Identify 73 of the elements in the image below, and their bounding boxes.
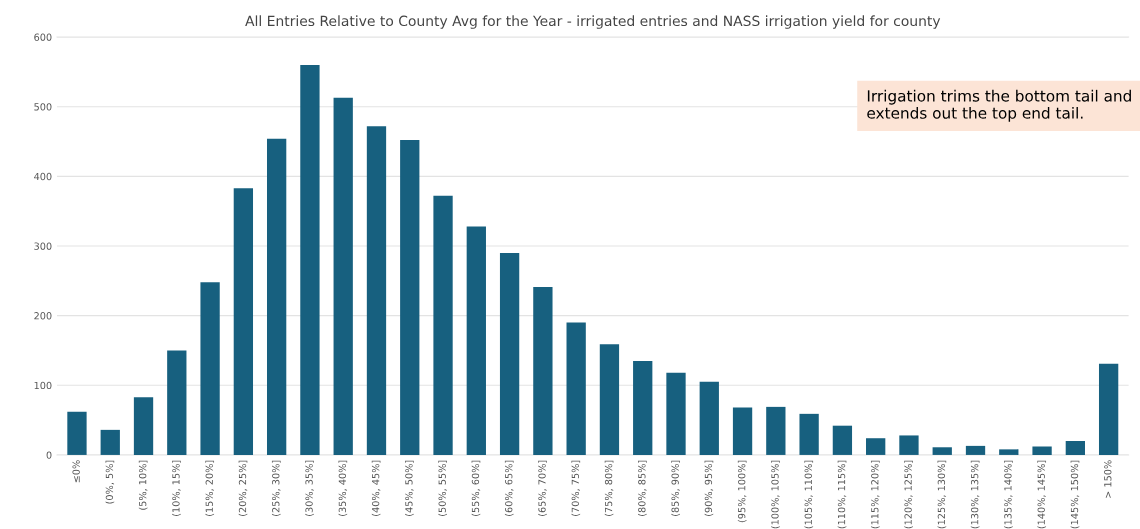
bar [766, 406, 786, 455]
bar [233, 188, 254, 455]
x-tick-label: (20%, 25%] [238, 460, 248, 516]
x-tick-label: (80%, 85%] [638, 460, 647, 516]
x-tick-label: (30%, 35%] [305, 460, 314, 516]
x-tick-label: (60%, 65%] [504, 460, 514, 516]
y-tick-label: 300 [34, 242, 52, 250]
bar [566, 322, 586, 455]
x-tick-label: (100%, 105%] [771, 460, 780, 529]
bar [732, 407, 753, 455]
x-tick-label: (65%, 70%] [538, 460, 547, 516]
x-tick-label: ≤0% [72, 460, 80, 483]
y-tick-label: 0 [46, 451, 52, 459]
bar [1098, 363, 1119, 455]
x-tick-label: (125%, 130%] [937, 460, 947, 529]
x-tick-label: (0%, 5%] [105, 460, 115, 504]
bar [533, 287, 553, 455]
y-tick-label: 200 [34, 312, 52, 320]
bar [599, 344, 620, 455]
x-tick-label: (135%, 140%] [1004, 460, 1013, 529]
bar [932, 447, 952, 455]
bar [866, 438, 886, 455]
bar [266, 138, 287, 455]
bar [699, 381, 719, 455]
x-tick-label: (110%, 115%] [837, 460, 847, 529]
bar [466, 226, 486, 455]
x-tick-label: (105%, 110%] [804, 460, 814, 529]
x-tick-label: (90%, 95%] [704, 460, 714, 516]
bar [67, 411, 87, 455]
bar [433, 195, 453, 455]
bar [799, 413, 819, 455]
x-tick-label: (55%, 60%] [471, 460, 481, 516]
x-tick-label: (10%, 15%] [172, 460, 181, 516]
bar [965, 445, 986, 455]
chart-title: All Entries Relative to County Avg for the Year - irrigated entries and NASS irrigation yield for county [245, 15, 941, 29]
bar [133, 397, 154, 455]
y-tick-label: 100 [34, 381, 52, 390]
bar [200, 282, 220, 455]
y-tick-label: 500 [34, 103, 52, 111]
x-tick-label: (45%, 50%] [405, 460, 414, 516]
x-tick-label: (130%, 135%] [970, 460, 980, 529]
x-tick-label: (5%, 10%] [138, 460, 148, 510]
x-tick-label: (120%, 125%] [904, 460, 913, 529]
bar [1032, 446, 1052, 455]
x-tick-label: (70%, 75%] [571, 460, 581, 516]
bar [666, 372, 686, 455]
bar [400, 140, 420, 455]
x-tick-label: (115%, 120%] [870, 460, 880, 529]
bar [899, 435, 919, 455]
x-tick-label: (140%, 145%] [1037, 460, 1047, 529]
x-tick-label: (85%, 90%] [671, 460, 680, 516]
bar [999, 449, 1019, 455]
bar [300, 64, 320, 455]
bar [333, 97, 353, 455]
x-tick-label: (25%, 30%] [271, 460, 281, 516]
bar [633, 360, 653, 455]
x-tick-label: (75%, 80%] [604, 460, 614, 516]
bar [1065, 441, 1085, 455]
bar [832, 425, 853, 455]
y-tick-label: 400 [34, 172, 52, 181]
x-tick-label: (40%, 45%] [371, 460, 381, 516]
x-tick-label: (145%, 150%] [1070, 460, 1080, 529]
bar [100, 429, 120, 455]
x-tick-label: (35%, 40%] [338, 460, 348, 516]
annotation: Irrigation trims the bottom tail and extends out the top end tail. [867, 89, 1131, 122]
x-tick-label: > 150% [1104, 460, 1112, 498]
x-tick-label: (95%, 100%] [737, 460, 747, 523]
bar [499, 252, 520, 455]
y-tick-label: 600 [34, 33, 52, 41]
x-tick-label: (50%, 55%] [438, 460, 448, 516]
x-tick-label: (15%, 20%] [205, 460, 215, 516]
bar [366, 126, 387, 455]
bar [167, 350, 187, 455]
